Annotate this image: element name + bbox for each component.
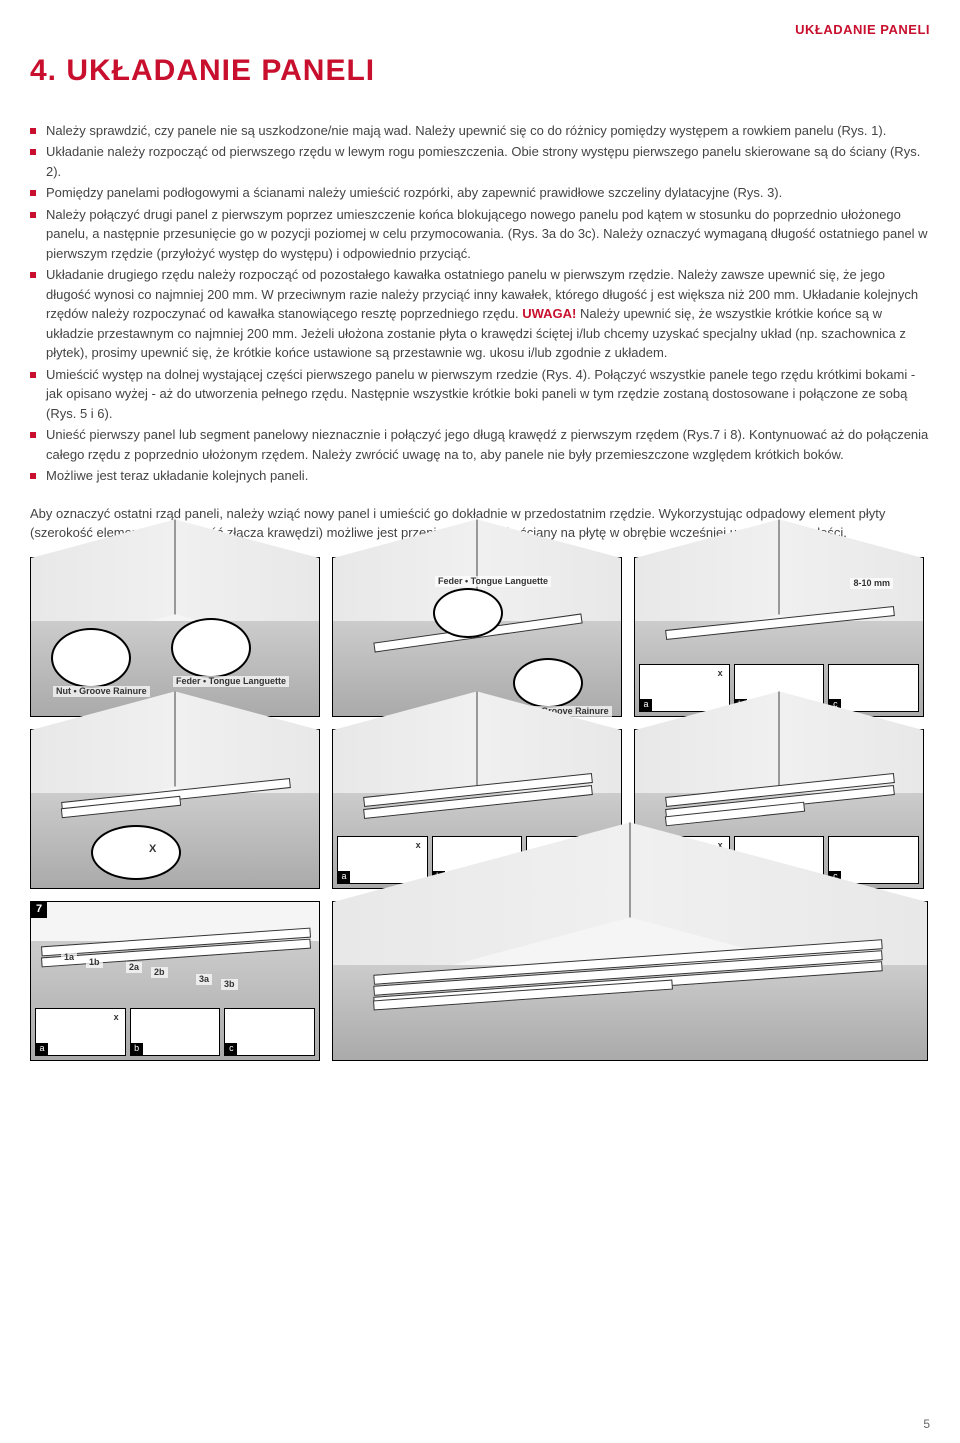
figure-7: 7 1a 1b 2a 2b 3a 3b xa b c: [30, 901, 320, 1061]
x-label: x: [718, 667, 723, 681]
arc-label: 2b: [151, 967, 168, 979]
figures-container: 1 Nut • Groove Rainure Feder • Tongue La…: [30, 557, 930, 1061]
figure-row-3: 7 1a 1b 2a 2b 3a 3b xa b c 8: [30, 901, 930, 1061]
instruction-item: Należy połączyć drugi panel z pierwszym …: [30, 205, 930, 264]
instruction-item: Należy sprawdzić, czy panele nie są uszk…: [30, 121, 930, 141]
subfig: c: [828, 836, 919, 884]
arc-label: 2a: [126, 962, 142, 974]
x-label: X: [146, 842, 159, 856]
note-nut-groove: Nut • Groove Rainure: [53, 686, 150, 698]
warning-label: UWAGA!: [522, 306, 576, 321]
instruction-item: Umieścić występ na dolnej wystającej czę…: [30, 365, 930, 424]
figure-number: 7: [31, 902, 47, 918]
page-number: 5: [923, 1415, 930, 1433]
arc-label: 3a: [196, 974, 212, 986]
subfig: c: [828, 664, 919, 712]
instruction-item: Pomiędzy panelami podłogowymi a ścianami…: [30, 183, 930, 203]
subfig-row: xa b c: [35, 1008, 315, 1056]
subfig: xa: [337, 836, 428, 884]
subfig: xa: [35, 1008, 126, 1056]
x-label: x: [416, 839, 421, 853]
instruction-list: Należy sprawdzić, czy panele nie są uszk…: [30, 121, 930, 486]
x-label: x: [114, 1011, 119, 1025]
subfig: c: [224, 1008, 315, 1056]
instruction-item: Możliwe jest teraz układanie kolejnych p…: [30, 466, 930, 486]
instruction-item: Unieść pierwszy panel lub segment panelo…: [30, 425, 930, 464]
figure-8: 8: [332, 901, 928, 1061]
note-feder-tongue: Feder • Tongue Languette: [173, 676, 289, 688]
subfig: b: [130, 1008, 221, 1056]
subfig: xa: [639, 664, 730, 712]
figure-4: 4 X: [30, 729, 320, 889]
arc-label: 1b: [86, 957, 103, 969]
header-breadcrumb: UKŁADANIE PANELI: [30, 20, 930, 40]
instruction-item: Układanie należy rozpocząć od pierwszego…: [30, 142, 930, 181]
arc-label: 3b: [221, 979, 238, 991]
arc-label: 1a: [61, 952, 77, 964]
section-title: 4. UKŁADANIE PANELI: [30, 48, 930, 93]
gap-note: 8-10 mm: [850, 578, 893, 590]
note-feder-tongue: Feder • Tongue Languette: [435, 576, 551, 588]
instruction-item: Układanie drugiego rzędu należy rozpoczą…: [30, 265, 930, 363]
